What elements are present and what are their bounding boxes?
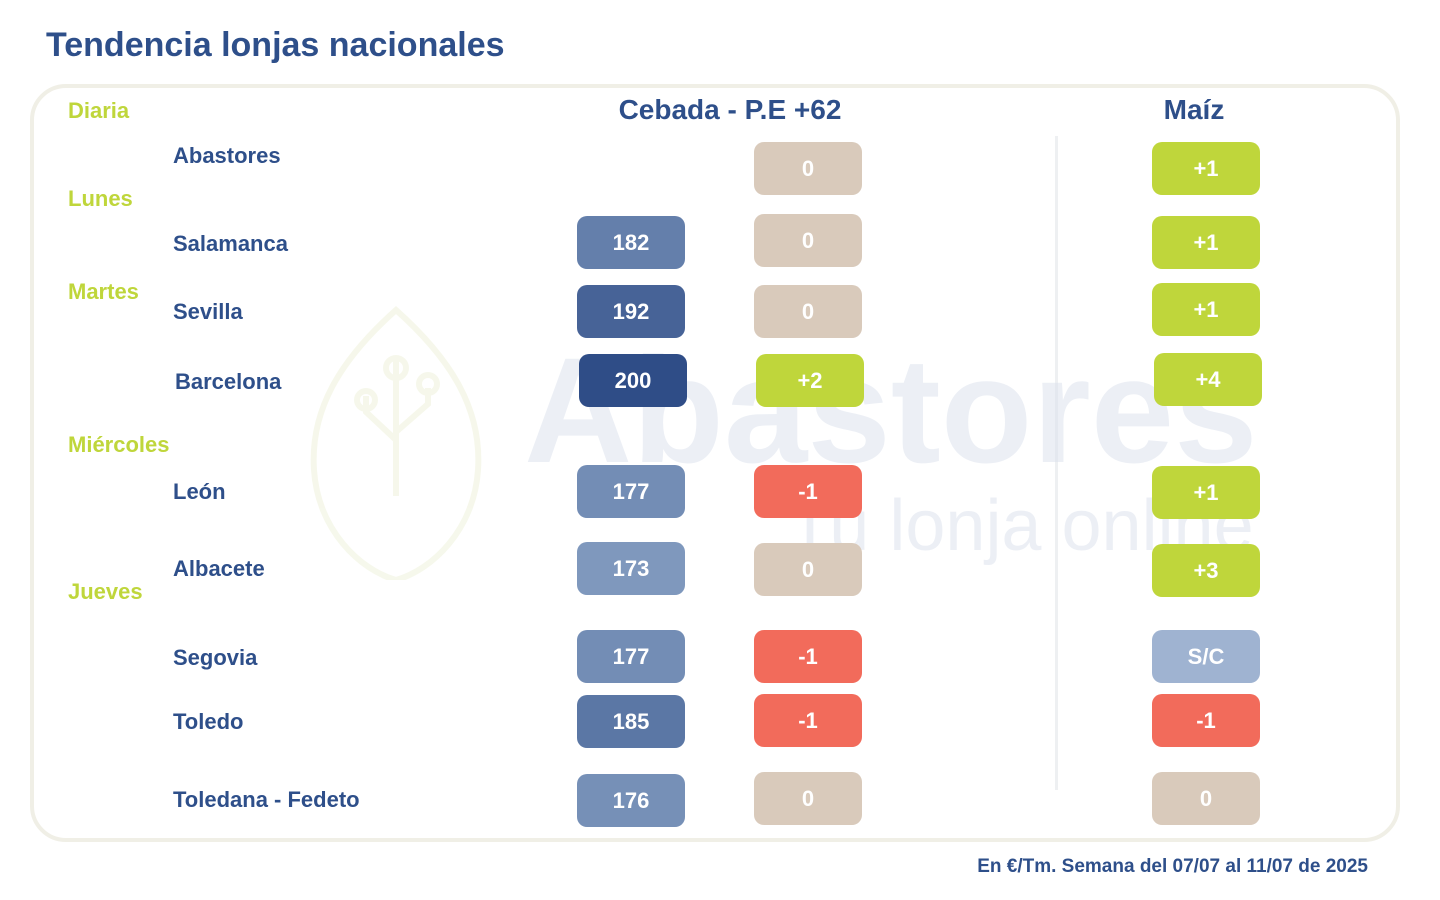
cebada-price-sevilla: 192 <box>577 285 685 338</box>
market-label-segovia: Segovia <box>173 645 258 670</box>
cebada-change-toledo: -1 <box>754 694 862 747</box>
day-label-martes: Martes <box>68 279 139 304</box>
cebada-change-barcelona: +2 <box>756 354 864 407</box>
cebada-price-albacete: 173 <box>577 542 685 595</box>
cebada-change-segovia: -1 <box>754 630 862 683</box>
market-label-abastores: Abastores <box>173 143 281 168</box>
cebada-change-salamanca: 0 <box>754 214 862 267</box>
cebada-price-toledo: 185 <box>577 695 685 748</box>
maiz-change-salamanca: +1 <box>1152 216 1260 269</box>
market-label-albacete: Albacete <box>173 556 265 581</box>
market-label-toledana-fedeto: Toledana - Fedeto <box>173 787 360 812</box>
column-divider <box>1055 136 1058 790</box>
market-label-leon: León <box>173 479 226 504</box>
maiz-change-leon: +1 <box>1152 466 1260 519</box>
column-header-maiz: Maíz <box>1163 94 1225 125</box>
maiz-change-abastores: +1 <box>1152 142 1260 195</box>
market-label-salamanca: Salamanca <box>173 231 288 256</box>
market-label-sevilla: Sevilla <box>173 299 243 324</box>
cebada-price-leon: 177 <box>577 465 685 518</box>
day-label-lunes: Lunes <box>68 186 133 211</box>
maiz-change-barcelona: +4 <box>1154 353 1262 406</box>
cebada-change-toledana-fedeto: 0 <box>754 772 862 825</box>
day-label-jueves: Jueves <box>68 579 143 604</box>
maiz-change-segovia: S/C <box>1152 630 1260 683</box>
footnote: En €/Tm. Semana del 07/07 al 11/07 de 20… <box>977 856 1368 877</box>
cebada-price-toledana-fedeto: 176 <box>577 774 685 827</box>
page-title: Tendencia lonjas nacionales <box>46 26 505 64</box>
maiz-change-toledo: -1 <box>1152 694 1260 747</box>
maiz-change-sevilla: +1 <box>1152 283 1260 336</box>
cebada-change-leon: -1 <box>754 465 862 518</box>
maiz-change-toledana-fedeto: 0 <box>1152 772 1260 825</box>
day-label-miercoles: Miércoles <box>68 432 170 457</box>
cebada-price-barcelona: 200 <box>579 354 687 407</box>
market-label-barcelona: Barcelona <box>175 369 282 394</box>
day-label-diaria: Diaria <box>68 98 130 123</box>
cebada-price-salamanca: 182 <box>577 216 685 269</box>
column-header-cebada: Cebada - P.E +62 <box>618 94 842 125</box>
market-label-toledo: Toledo <box>173 709 244 734</box>
cebada-price-segovia: 177 <box>577 630 685 683</box>
cebada-change-sevilla: 0 <box>754 285 862 338</box>
cebada-change-albacete: 0 <box>754 543 862 596</box>
cebada-change-abastores: 0 <box>754 142 862 195</box>
maiz-change-albacete: +3 <box>1152 544 1260 597</box>
